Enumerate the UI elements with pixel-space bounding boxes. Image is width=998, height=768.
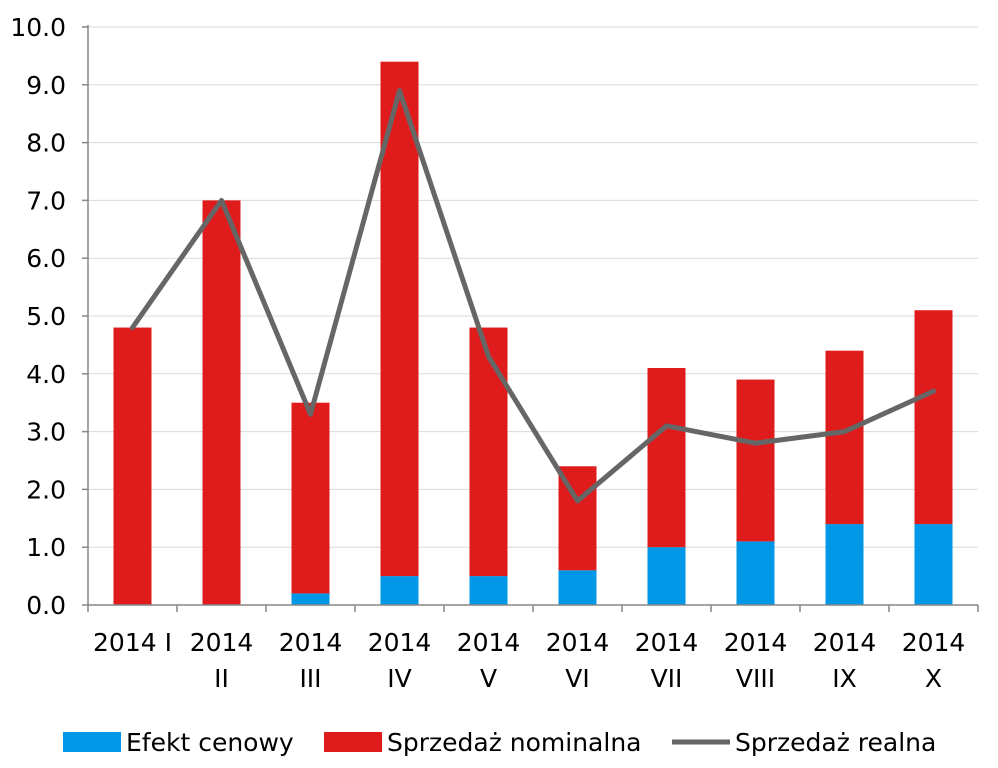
x-tick-label: 2014 [368,628,432,657]
bar-sprzedaz-nominalna-7 [736,379,775,542]
y-tick-label: 5.0 [26,302,66,331]
bar-efekt-cenowy-9 [914,524,953,605]
x-tick-label: VII [651,664,683,693]
x-tick-label: 2014 [902,628,966,657]
bar-efekt-cenowy-5 [558,570,597,605]
y-tick-label: 4.0 [26,360,66,389]
legend: Efekt cenowy Sprzedaż nominalna Sprzedaż r… [63,728,936,757]
line-series [130,88,936,504]
x-tick-label: 2014 [190,628,254,657]
bar-sprzedaz-nominalna-4 [469,327,508,577]
legend-swatch [324,732,382,752]
bars [113,61,953,605]
legend-label: Sprzedaż realna [735,728,936,757]
y-tick-label: 3.0 [26,418,66,447]
bar-efekt-cenowy-8 [825,524,864,605]
legend-label: Sprzedaż nominalna [387,728,642,757]
line-point-6 [666,425,667,427]
x-tick-label: IX [832,664,857,693]
y-tick-label: 1.0 [26,533,66,562]
bar-efekt-cenowy-2 [291,593,330,605]
axes: 0.0 1.0 2.0 3.0 4.0 5.0 6.0 7.0 8.0 9.0 10.0 2014 I… [10,13,979,693]
x-tick-label: 2014 [635,628,699,657]
y-tick-label: 2.0 [26,475,66,504]
x-tick-label: 2014 [279,628,343,657]
bar-sprzedaz-nominalna-1 [202,200,241,605]
bar-efekt-cenowy-3 [380,576,419,605]
x-tick-label: 2014 [724,628,788,657]
x-tick-label: 2014 [813,628,877,657]
bar-sprzedaz-nominalna-8 [825,350,864,525]
bar-sprzedaz-nominalna-0 [113,327,152,605]
line-point-7 [755,442,756,444]
x-tick-label: V [480,664,497,693]
bar-sprzedaz-nominalna-2 [291,402,330,594]
line-point-3 [399,90,400,92]
line-point-0 [132,327,133,329]
line-point-1 [221,199,222,201]
x-tick-label: VIII [736,664,775,693]
bar-efekt-cenowy-4 [469,576,508,605]
line-point-2 [310,413,311,415]
x-tick-label: II [214,664,229,693]
y-tick-label: 9.0 [26,71,66,100]
y-tick-label: 10.0 [10,13,66,42]
y-tick-label: 0.0 [26,591,66,620]
line-point-5 [577,500,578,502]
line-point-8 [844,431,845,433]
y-tick-label: 6.0 [26,244,66,273]
line-point-4 [488,355,489,357]
y-tick-label: 8.0 [26,129,66,158]
bar-sprzedaz-nominalna-6 [647,368,686,548]
x-tick-label: X [925,664,942,693]
x-tick-label: IV [387,664,411,693]
bar-sprzedaz-nominalna-3 [380,61,419,577]
x-tick-label: 2014 I [93,628,172,657]
x-tick-label: III [299,664,321,693]
x-tick-label: 2014 [546,628,610,657]
y-tick-label: 7.0 [26,186,66,215]
line-sprzedaz-realna [130,88,936,504]
legend-label: Efekt cenowy [126,728,294,757]
bar-efekt-cenowy-7 [736,541,775,605]
legend-swatch [63,732,121,752]
bar-efekt-cenowy-6 [647,547,686,605]
x-tick-label: 2014 [457,628,521,657]
line-point-9 [933,390,934,392]
bar-sprzedaz-nominalna-9 [914,310,953,525]
x-tick-label: VI [565,664,589,693]
